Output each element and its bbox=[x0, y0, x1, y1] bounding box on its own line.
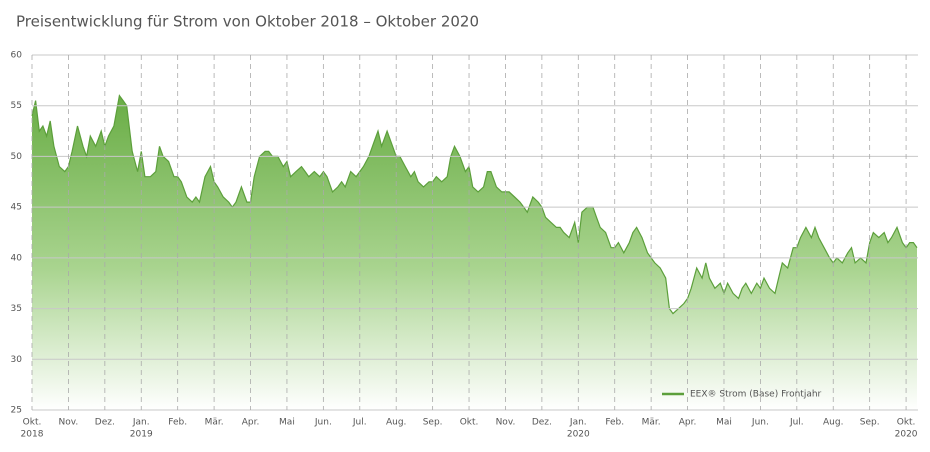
x-tick-label: Jun. bbox=[751, 418, 769, 428]
y-tick-label: 25 bbox=[11, 406, 22, 416]
x-tick-label: Jun. bbox=[314, 418, 332, 428]
x-tick-label: Jan. bbox=[569, 418, 587, 428]
y-tick-label: 50 bbox=[11, 152, 23, 162]
line bbox=[31, 94, 918, 315]
x-tick-label: Feb. bbox=[605, 418, 624, 428]
x-tick-label: Mär. bbox=[642, 418, 661, 428]
x-tick-label: Sep. bbox=[860, 418, 880, 428]
x-year-label: 2020 bbox=[895, 430, 918, 440]
x-tick-label: Mai bbox=[279, 418, 295, 428]
x-tick-label: Jul. bbox=[789, 418, 804, 428]
x-tick-label: Jan. bbox=[132, 418, 150, 428]
chart-title: Preisentwicklung für Strom von Oktober 2… bbox=[16, 13, 479, 31]
x-tick-label: Mär. bbox=[205, 418, 224, 428]
x-year-label: 2018 bbox=[21, 430, 44, 440]
x-tick-label: Sep. bbox=[423, 418, 443, 428]
x-tick-label: Okt. bbox=[23, 418, 42, 428]
y-tick-label: 60 bbox=[11, 51, 23, 61]
y-tick-label: 30 bbox=[11, 355, 23, 365]
x-tick-label: Jul. bbox=[352, 418, 367, 428]
x-year-label: 2020 bbox=[567, 430, 590, 440]
legend-label: EEX® Strom (Base) Frontjahr bbox=[690, 390, 822, 400]
y-tick-label: 55 bbox=[11, 101, 22, 111]
y-tick-label: 40 bbox=[11, 253, 23, 263]
x-tick-label: Dez. bbox=[532, 418, 552, 428]
x-tick-label: Nov. bbox=[59, 418, 79, 428]
x-tick-label: Feb. bbox=[168, 418, 187, 428]
x-tick-label: Okt. bbox=[897, 418, 916, 428]
y-tick-label: 35 bbox=[11, 304, 22, 314]
x-tick-label: Nov. bbox=[496, 418, 516, 428]
x-year-label: 2019 bbox=[130, 430, 153, 440]
area bbox=[32, 95, 917, 410]
y-tick-label: 45 bbox=[11, 203, 22, 213]
x-tick-label: Mai bbox=[716, 418, 732, 428]
x-tick-label: Dez. bbox=[95, 418, 115, 428]
x-tick-label: Okt. bbox=[460, 418, 479, 428]
x-tick-label: Apr. bbox=[242, 418, 260, 428]
x-tick-label: Aug. bbox=[386, 418, 406, 428]
x-tick-label: Aug. bbox=[823, 418, 843, 428]
x-tick-label: Apr. bbox=[679, 418, 697, 428]
